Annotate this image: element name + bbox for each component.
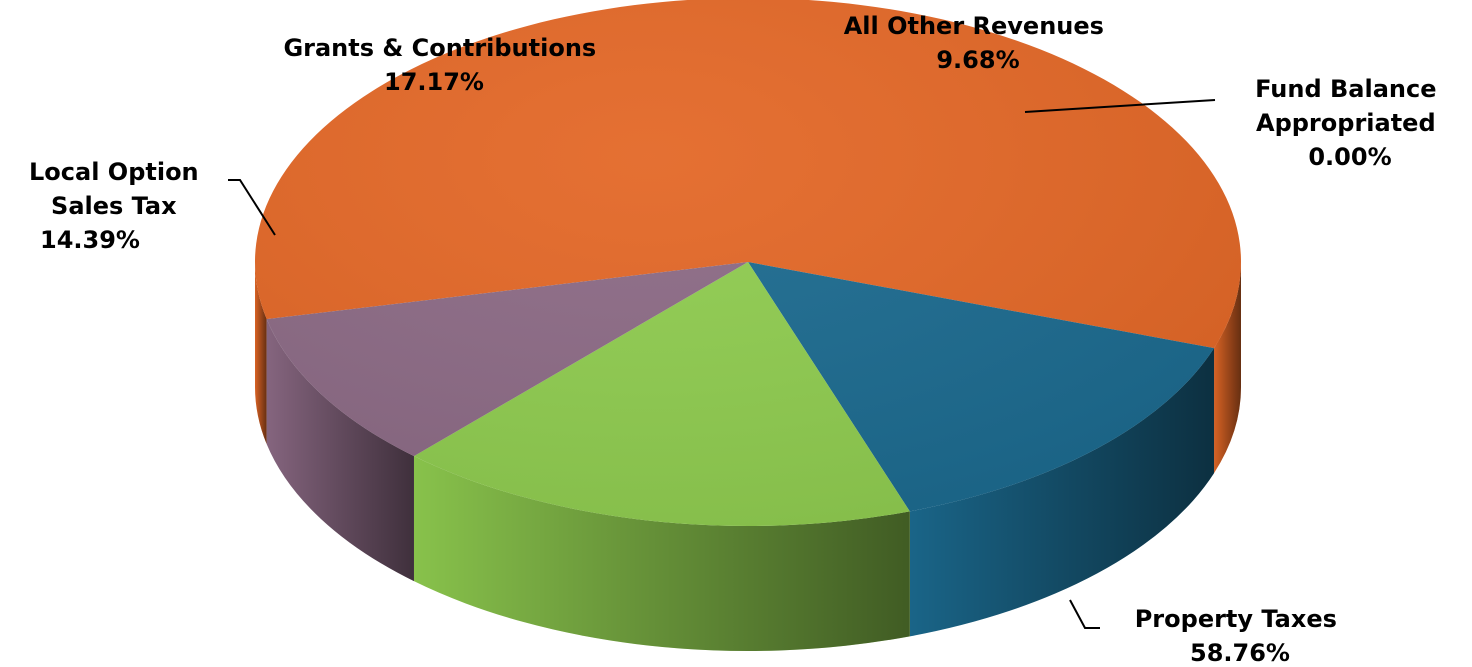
label-all-other-value: 9.68% <box>936 46 1019 74</box>
leader-line-property-taxes <box>1069 599 1100 629</box>
label-all-other: All Other Revenues 9.68% <box>844 12 1113 74</box>
slice-labels: Grants & Contributions 17.17% All Other … <box>29 12 1445 667</box>
label-local-option-name-1: Local Option <box>29 158 199 186</box>
label-local-option-value: 14.39% <box>40 226 140 254</box>
leader-line-fund-balance <box>1024 99 1216 113</box>
label-property-taxes-name: Property Taxes <box>1135 605 1337 633</box>
label-all-other-name: All Other Revenues <box>844 12 1104 40</box>
slice-property-taxes-side-shade <box>255 262 267 445</box>
label-fund-balance-name-2: Appropriated <box>1256 109 1436 137</box>
label-fund-balance-name-1: Fund Balance <box>1255 75 1436 103</box>
label-fund-balance: Fund Balance Appropriated 0.00% <box>1255 75 1445 171</box>
label-fund-balance-value: 0.00% <box>1308 143 1391 171</box>
label-property-taxes-value: 58.76% <box>1190 639 1290 667</box>
label-grants-value: 17.17% <box>384 68 484 96</box>
pie-top-faces <box>255 0 1241 526</box>
slice-property-taxes-side-shade <box>1214 262 1241 474</box>
label-grants-name: Grants & Contributions <box>283 34 596 62</box>
label-property-taxes: Property Taxes 58.76% <box>1135 605 1346 667</box>
leader-lines <box>228 99 1216 629</box>
label-local-option-name-2: Sales Tax <box>51 192 177 220</box>
slice-all-other-revenues-side-shade <box>266 319 414 582</box>
label-grants: Grants & Contributions 17.17% <box>283 34 604 96</box>
pie-top-sheen <box>255 0 1241 526</box>
label-local-option: Local Option Sales Tax 14.39% <box>29 158 207 254</box>
leader-line-local-option <box>228 179 276 236</box>
slice-grants-contributions-side-shade <box>413 456 910 651</box>
slice-local-option-sales-tax-side-shade <box>909 348 1215 637</box>
pie-side-walls <box>255 262 1241 651</box>
